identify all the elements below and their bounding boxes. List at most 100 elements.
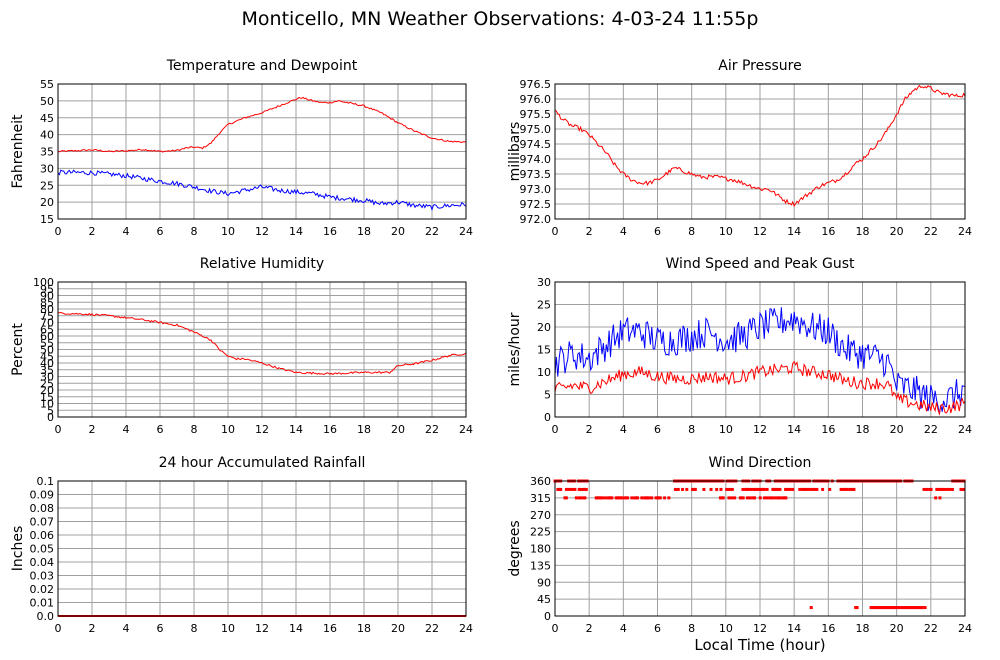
y-tick-label: 20: [40, 196, 54, 209]
chart-title: Wind Direction: [709, 455, 812, 471]
y-tick-label: 15: [537, 344, 551, 357]
x-tick-label: 0: [55, 225, 62, 238]
y-axis-label: Percent: [10, 323, 26, 376]
x-tick-label: 24: [459, 225, 473, 238]
y-axis-label: degrees: [507, 520, 523, 576]
scatter-point: [733, 496, 737, 500]
scatter-point: [762, 487, 766, 491]
x-tick-label: 6: [157, 622, 164, 635]
x-tick-label: 2: [586, 622, 593, 635]
y-tick-label: 50: [40, 95, 54, 108]
x-tick-label: 16: [323, 423, 337, 436]
y-tick-label: 0: [47, 411, 54, 424]
x-tick-label: 12: [255, 622, 269, 635]
y-tick-label: 0.05: [30, 543, 55, 556]
y-tick-label: 90: [537, 576, 551, 589]
y-tick-label: 0.1: [37, 475, 55, 488]
scatter-point: [693, 487, 697, 491]
y-tick-label: 315: [530, 492, 551, 505]
scatter-point: [747, 487, 751, 491]
x-tick-label: 24: [459, 423, 473, 436]
chart-title: 24 hour Accumulated Rainfall: [159, 455, 366, 471]
scatter-point: [770, 496, 774, 500]
scatter-point: [741, 496, 745, 500]
x-tick-label: 10: [719, 622, 733, 635]
scatter-point: [925, 487, 929, 491]
y-tick-label: 25: [537, 299, 551, 312]
x-tick-label: 10: [719, 423, 733, 436]
x-tick-label: 18: [856, 622, 870, 635]
x-tick-label: 20: [890, 225, 904, 238]
scatter-point: [727, 496, 731, 500]
y-tick-label: 40: [40, 129, 54, 142]
y-tick-label: 60: [40, 330, 54, 343]
scatter-point: [848, 487, 852, 491]
scatter-point: [765, 487, 769, 491]
scatter-point: [650, 496, 654, 500]
x-tick-label: 6: [654, 622, 661, 635]
scatter-point: [948, 487, 952, 491]
y-tick-label: 100: [33, 276, 54, 289]
scatter-point: [812, 487, 816, 491]
scatter-point: [626, 496, 630, 500]
y-tick-label: 0.06: [30, 529, 55, 542]
scatter-point: [772, 496, 776, 500]
x-tick-label: 14: [289, 225, 303, 238]
x-tick-label: 4: [123, 423, 130, 436]
y-tick-label: 40: [40, 357, 54, 370]
x-tick-label: 10: [221, 423, 235, 436]
series-line-1: [554, 360, 966, 416]
plot-frame: [57, 83, 467, 220]
y-tick-label: 55: [40, 337, 54, 350]
y-tick-label: 0.08: [30, 502, 55, 515]
scatter-point: [923, 606, 927, 610]
scatter-point: [685, 487, 689, 491]
chart-temp: Temperature and Dewpoint1520253035404550…: [10, 58, 473, 238]
y-tick-label: 225: [530, 526, 551, 539]
scatter-point: [785, 487, 789, 491]
scatter-point: [719, 487, 723, 491]
scatter-point: [583, 496, 587, 500]
y-tick-label: 975.5: [520, 108, 552, 121]
x-tick-label: 20: [890, 423, 904, 436]
x-tick-label: 18: [357, 622, 371, 635]
y-tick-label: 270: [530, 509, 551, 522]
scatter-point: [934, 496, 938, 500]
x-tick-label: 2: [89, 423, 96, 436]
y-axis-label: Inches: [10, 526, 26, 571]
x-tick-label: 10: [221, 622, 235, 635]
x-tick-label: 12: [753, 622, 767, 635]
scatter-point: [788, 487, 792, 491]
x-tick-label: 2: [89, 622, 96, 635]
y-tick-label: 0: [544, 411, 551, 424]
scatter-point: [775, 487, 779, 491]
x-tick-label: 6: [157, 423, 164, 436]
scatter-point: [815, 487, 819, 491]
scatter-point: [778, 496, 782, 500]
y-tick-label: 10: [537, 366, 551, 379]
y-tick-label: 0.01: [30, 597, 55, 610]
x-tick-label: 12: [255, 423, 269, 436]
scatter-point: [938, 487, 942, 491]
x-tick-label: 24: [459, 622, 473, 635]
y-tick-label: 5: [47, 404, 54, 417]
y-tick-label: 30: [537, 276, 551, 289]
scatter-point: [950, 487, 954, 491]
y-tick-label: 70: [40, 317, 54, 330]
x-tick-label: 24: [958, 622, 972, 635]
scatter-point: [640, 496, 644, 500]
x-tick-label: 0: [55, 423, 62, 436]
series-line-0: [57, 311, 467, 376]
x-tick-label: 16: [323, 622, 337, 635]
x-tick-label: 16: [821, 225, 835, 238]
x-tick-label: 6: [157, 225, 164, 238]
x-tick-label: 0: [55, 622, 62, 635]
y-tick-label: 75: [40, 310, 54, 323]
y-tick-label: 974.5: [520, 138, 552, 151]
scatter-point: [725, 487, 729, 491]
y-tick-label: 20: [40, 384, 54, 397]
scatter-point: [721, 496, 725, 500]
x-tick-label: 22: [924, 622, 938, 635]
